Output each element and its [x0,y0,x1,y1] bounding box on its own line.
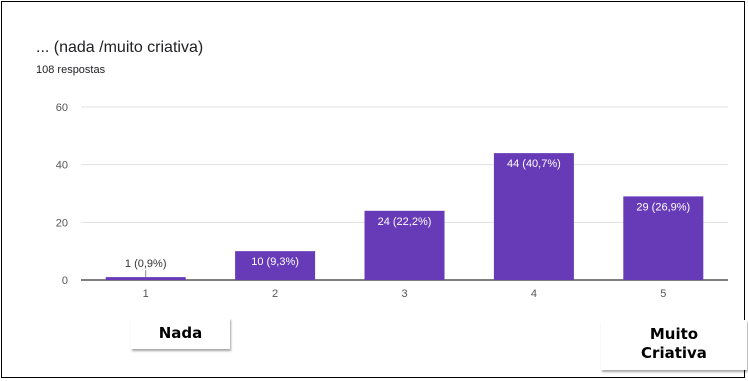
high-end-label-line2: Criativa [641,344,707,362]
data-labels: 1 (0,9%) 10 (9,3%) 24 (22,2%) 44 (40,7%) 29 … [125,158,690,278]
x-tick-labels: 1 2 3 4 5 [143,288,667,300]
y-tick-label: 60 [56,102,68,114]
data-label: 44 (40,7%) [507,158,561,170]
y-tick-label: 0 [62,275,68,287]
bar-4[interactable] [493,153,574,280]
data-label: 29 (26,9%) [636,201,690,213]
data-label: 10 (9,3%) [251,256,299,268]
bar-2[interactable] [235,251,316,280]
bar-5[interactable] [623,196,704,280]
data-label: 1 (0,9%) [125,258,167,270]
bar-3[interactable] [364,210,445,280]
y-tick-labels: 0 20 40 60 [56,102,68,287]
x-tick-label: 2 [272,288,278,300]
low-end-label: Nada [131,318,230,349]
y-tick-label: 20 [56,217,68,229]
x-tick-label: 3 [401,288,407,300]
bars [105,153,704,280]
high-end-label: Muito Criativa [601,320,747,370]
bar-1[interactable] [105,277,186,280]
x-tick-label: 1 [143,288,149,300]
x-tick-label: 5 [660,288,666,300]
response-count: 108 respostas [36,64,106,76]
y-tick-label: 40 [56,160,68,172]
x-tick-label: 4 [531,288,537,300]
data-label: 24 (22,2%) [378,216,432,228]
chart-title: ... (nada /muito criativa) [36,39,204,56]
high-end-label-line1: Muito [649,325,699,343]
